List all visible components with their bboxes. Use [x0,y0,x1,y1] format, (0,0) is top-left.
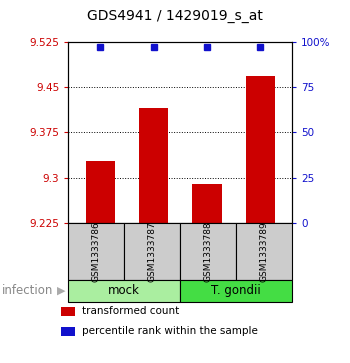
Bar [139,108,168,223]
Text: GSM1333786: GSM1333786 [92,221,101,282]
Bar [86,161,115,223]
Bar [192,184,222,223]
Text: GSM1333787: GSM1333787 [148,221,157,282]
Bar [246,76,275,223]
Text: GSM1333788: GSM1333788 [204,221,213,282]
Text: GSM1333789: GSM1333789 [260,221,269,282]
Text: ▶: ▶ [57,286,65,296]
Text: infection: infection [2,285,53,297]
Text: mock: mock [108,285,140,297]
Text: percentile rank within the sample: percentile rank within the sample [82,326,258,337]
Text: GDS4941 / 1429019_s_at: GDS4941 / 1429019_s_at [87,9,263,23]
Text: transformed count: transformed count [82,306,180,317]
Text: T. gondii: T. gondii [211,285,261,297]
